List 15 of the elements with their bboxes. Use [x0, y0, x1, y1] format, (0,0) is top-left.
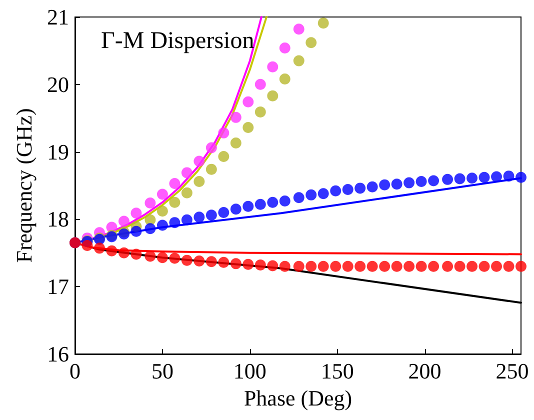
x-tick-label: 50 [151, 358, 174, 384]
x-tick-label: 250 [496, 358, 529, 384]
y-tick-label: 16 [47, 342, 69, 366]
x-tick-label: 200 [408, 358, 442, 384]
y-tick-label: 17 [47, 274, 69, 300]
x-axis-title: Phase (Deg) [244, 385, 352, 410]
y-tick-label: 18 [47, 206, 69, 232]
y-tick-label: 20 [47, 72, 69, 97]
x-tick-label: 150 [320, 358, 354, 384]
y-tick-label: 19 [47, 139, 69, 164]
annotation: Γ-M Dispersion [101, 28, 254, 54]
y-axis-title: Frequency (GHz) [12, 108, 36, 263]
x-tick-label: 100 [233, 358, 266, 384]
y-tick-label: 21 [47, 4, 69, 30]
x-tick-label: 0 [70, 358, 80, 384]
